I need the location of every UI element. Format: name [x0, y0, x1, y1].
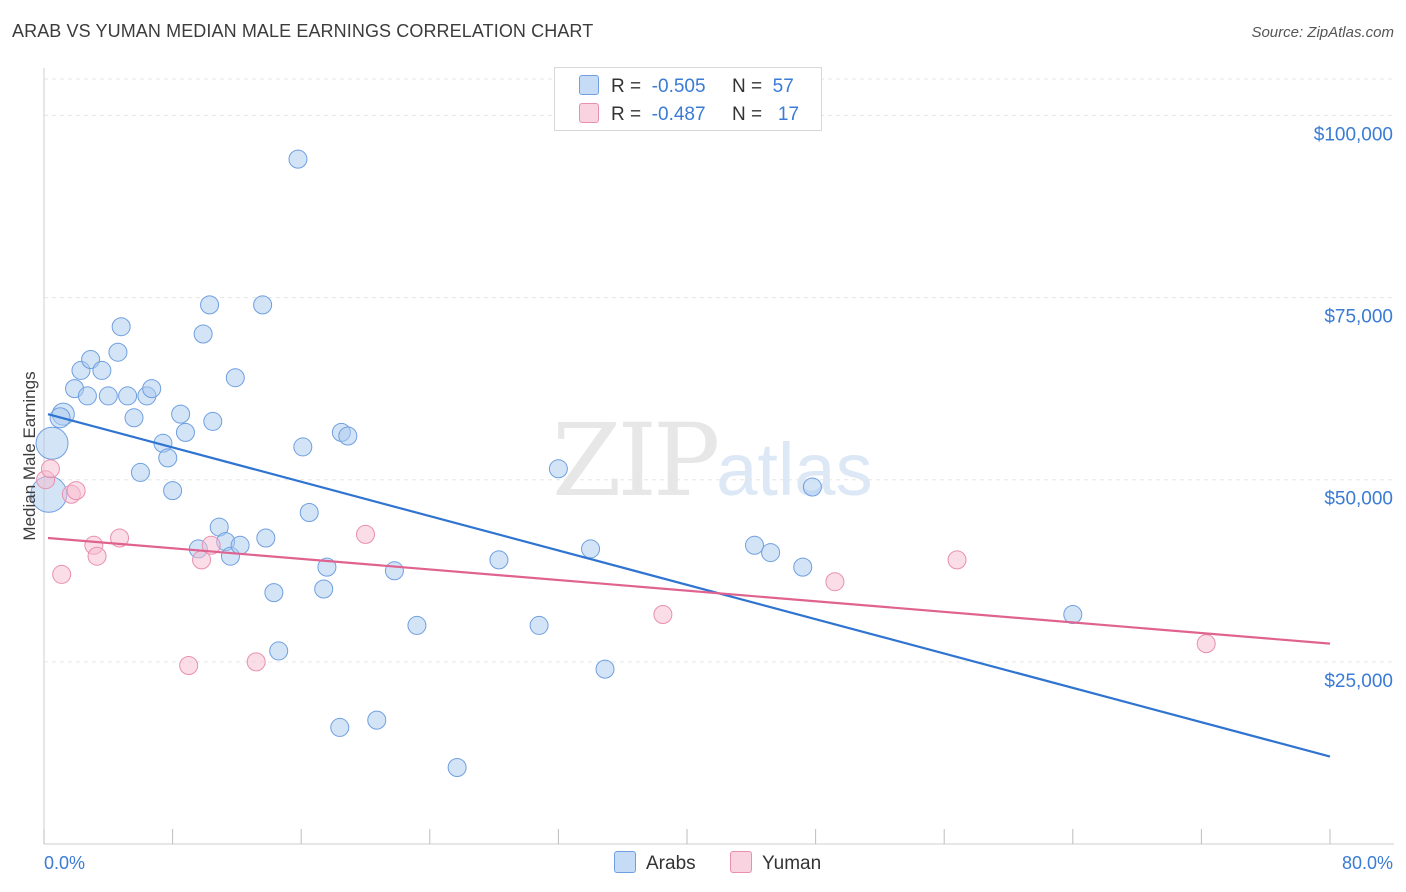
point-arabs	[802, 477, 822, 497]
y-tick-label: $25,000	[1324, 671, 1393, 692]
point-arabs	[1063, 605, 1083, 624]
point-yuman	[246, 652, 266, 672]
arabs-swatch	[579, 75, 599, 95]
point-arabs	[314, 579, 334, 599]
point-arabs	[108, 342, 128, 362]
y-tick-label: $75,000	[1324, 307, 1393, 328]
point-arabs	[407, 615, 427, 635]
point-arabs	[293, 437, 313, 457]
point-arabs	[447, 758, 467, 777]
point-arabs	[529, 615, 549, 635]
y-tick-labels: $25,000 $50,000 $75,000 $100,000	[1314, 124, 1393, 691]
correlation-legend: R = -0.505 N = 57 R = -0.487 N = 17	[554, 67, 822, 131]
n-value-yuman: 17	[777, 104, 800, 125]
point-arabs	[77, 386, 97, 406]
r-label: R =	[611, 104, 642, 125]
point-arabs	[158, 448, 178, 468]
point-yuman	[52, 564, 72, 584]
point-arabs	[330, 717, 350, 737]
point-arabs	[253, 295, 273, 315]
data-points	[30, 149, 1216, 777]
r-value-arabs: -0.505	[651, 76, 706, 97]
point-arabs	[793, 557, 813, 577]
point-arabs	[98, 386, 118, 406]
y-axis-title: Median Male Earnings	[20, 371, 39, 540]
source-credit: Source: ZipAtlas.com	[1251, 24, 1394, 41]
arabs-legend-label: Arabs	[646, 853, 696, 874]
x-tick-label-max: 80.0%	[1342, 853, 1393, 873]
point-arabs	[367, 710, 387, 730]
point-yuman	[201, 535, 221, 555]
point-arabs	[548, 459, 568, 479]
point-arabs	[171, 404, 191, 424]
n-value-arabs: 57	[772, 76, 794, 97]
legend-row-yuman: R = -0.487 N = 17	[579, 103, 799, 127]
point-yuman	[1196, 634, 1216, 654]
point-arabs	[230, 535, 250, 555]
y-tick-label: $100,000	[1314, 124, 1393, 145]
legend-item-yuman[interactable]: Yuman	[730, 851, 821, 875]
point-arabs	[175, 422, 195, 442]
point-yuman	[87, 546, 107, 566]
point-yuman	[179, 656, 199, 675]
n-label: N =	[731, 76, 763, 97]
point-arabs	[203, 411, 223, 431]
legend-row-arabs: R = -0.505 N = 57	[579, 75, 794, 99]
point-arabs	[193, 324, 213, 344]
point-arabs	[163, 481, 183, 501]
point-arabs	[269, 641, 289, 661]
point-arabs	[745, 535, 765, 555]
x-tick-label-min: 0.0%	[44, 853, 85, 873]
point-yuman	[66, 481, 86, 501]
trend-line-arabs	[47, 413, 1331, 758]
yuman-legend-label: Yuman	[762, 853, 822, 874]
trend-lines	[47, 413, 1331, 758]
point-yuman	[653, 605, 673, 624]
point-arabs	[92, 360, 112, 380]
point-arabs	[225, 368, 245, 388]
point-arabs	[124, 408, 144, 428]
chart-title: ARAB VS YUMAN MEDIAN MALE EARNINGS CORRE…	[12, 21, 594, 41]
point-yuman	[947, 550, 967, 570]
r-value-yuman: -0.487	[651, 104, 706, 125]
yuman-legend-swatch	[730, 851, 752, 873]
point-yuman	[356, 524, 375, 544]
point-yuman	[40, 459, 60, 479]
watermark: ZIPatlas	[552, 402, 873, 519]
gridlines	[44, 78, 1394, 663]
point-yuman	[825, 572, 845, 592]
point-arabs	[200, 295, 220, 315]
point-arabs	[264, 583, 284, 603]
y-tick-label: $50,000	[1324, 489, 1393, 510]
axes	[43, 68, 1394, 845]
point-arabs	[288, 149, 308, 169]
trend-line-yuman	[47, 536, 1331, 645]
point-arabs	[581, 539, 601, 559]
point-arabs	[489, 550, 509, 570]
point-arabs	[384, 561, 404, 581]
n-label: N =	[731, 104, 763, 125]
point-arabs	[338, 426, 358, 446]
yuman-swatch	[579, 103, 599, 123]
point-arabs	[142, 379, 162, 399]
point-arabs	[118, 386, 138, 406]
r-label: R =	[611, 76, 642, 97]
point-arabs	[761, 543, 781, 563]
point-arabs	[130, 462, 150, 482]
point-arabs	[595, 659, 615, 679]
point-arabs	[111, 317, 131, 337]
point-arabs	[35, 426, 69, 460]
arabs-legend-swatch	[614, 851, 636, 873]
point-arabs	[256, 528, 276, 548]
legend-item-arabs[interactable]: Arabs	[614, 851, 696, 875]
point-arabs	[299, 503, 319, 522]
x-ticks	[43, 829, 1331, 844]
point-arabs	[317, 557, 337, 577]
